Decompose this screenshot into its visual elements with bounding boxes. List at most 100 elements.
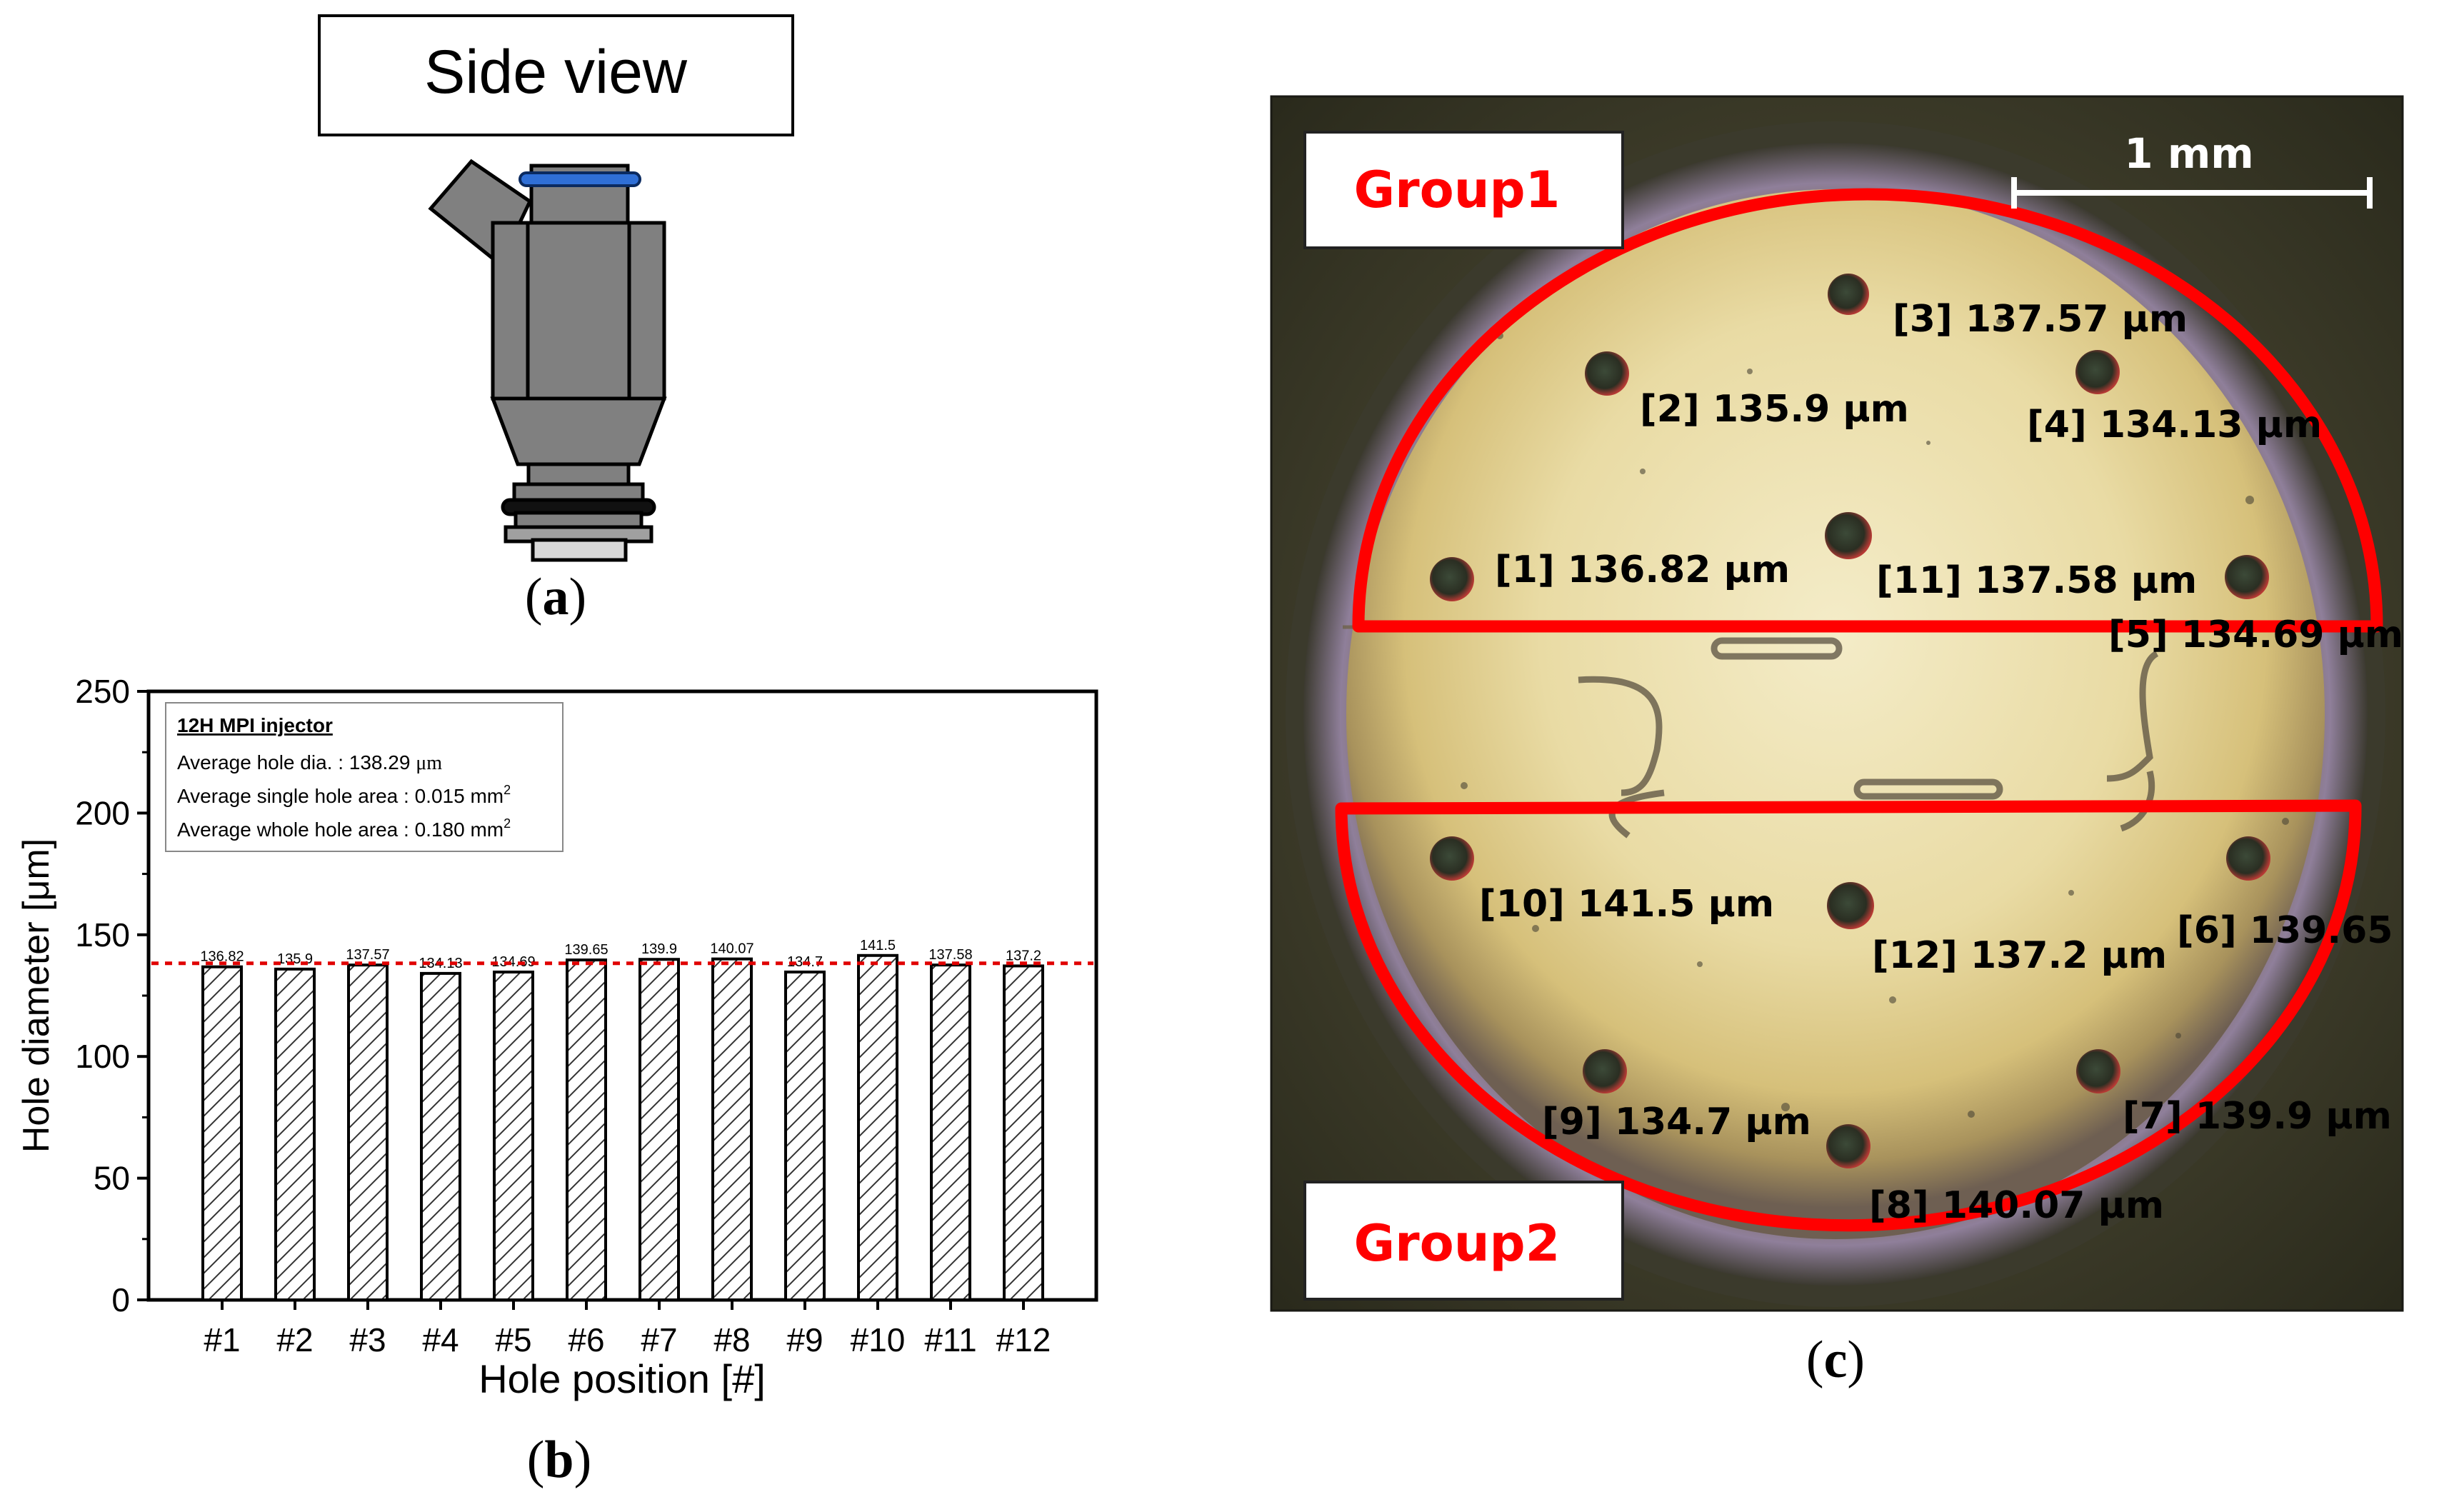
hole-9	[1583, 1049, 1627, 1093]
bar-series	[201, 953, 1044, 1302]
bar-h12	[1003, 964, 1044, 1301]
hole-label-12: [12] 137.2 μm	[1872, 934, 2167, 977]
injector-neck	[526, 462, 631, 486]
hole-label-1: [1] 136.82 μm	[1495, 549, 1790, 591]
panel-a-caption: (a)	[525, 568, 586, 626]
scale-bar-label: 1 mm	[2124, 129, 2253, 178]
bar-h4	[420, 971, 461, 1302]
hole-label-5: [5] 134.69 μm	[2108, 614, 2403, 656]
hole-label-4: [4] 134.13 μm	[2027, 404, 2322, 446]
bar-h6	[566, 958, 607, 1301]
injector-tip	[531, 538, 628, 562]
x-tick-label: #1	[204, 1321, 240, 1358]
y-tick-label: 250	[75, 673, 130, 710]
hole-5	[2225, 555, 2269, 599]
x-tick-label: #8	[713, 1321, 750, 1358]
hole-12	[1827, 882, 1874, 929]
x-tick-label: #3	[349, 1321, 386, 1358]
bar-value-label: 137.2	[1006, 948, 1041, 963]
hole-label-9: [9] 134.7 μm	[1542, 1101, 1811, 1143]
scale-bar: 1 mm	[2011, 129, 2373, 209]
nozzle-disc	[1346, 189, 2325, 1239]
hole-label-8: [8] 140.07 μm	[1869, 1184, 2164, 1227]
panel-c-caption: (c)	[1806, 1331, 1865, 1389]
bar-h3	[347, 963, 389, 1302]
bar-h9	[784, 970, 826, 1301]
y-tick-label: 150	[75, 916, 130, 953]
hole-label-2: [2] 135.9 μm	[1640, 388, 1909, 431]
group2-outline	[1335, 799, 2362, 1232]
bar-value-label: 137.58	[928, 947, 972, 963]
info-avg-diameter: Average hole dia. : 138.29 μm	[177, 751, 442, 774]
x-tick-label: #2	[276, 1321, 313, 1358]
x-axis-ticks: #1 #2 #3 #4 #5 #6 #7 #8 #9 #10 #11 #12	[204, 1300, 1051, 1358]
x-tick-label: #6	[568, 1321, 604, 1358]
x-tick-label: #11	[924, 1321, 976, 1358]
bar-h10	[857, 953, 898, 1301]
bar-h8	[711, 957, 753, 1302]
hole-10	[1430, 836, 1474, 881]
micrograph: [1] 136.82 μm [2] 135.9 μm [3] 137.57 μm…	[1271, 96, 2464, 1311]
hole-1	[1430, 557, 1474, 601]
bar-h2	[274, 967, 316, 1301]
injector-taper	[490, 396, 667, 466]
bar-value-label: 134.69	[491, 954, 535, 970]
hole-7	[2076, 1049, 2120, 1093]
bar-value-label: 139.65	[564, 942, 608, 958]
nozzle-holes	[1430, 274, 2270, 1168]
x-tick-label: #12	[996, 1321, 1051, 1358]
panel-a: Side view (a)	[318, 14, 794, 626]
y-tick-label: 50	[94, 1160, 130, 1197]
hole-2	[1585, 351, 1629, 396]
info-title: 12H MPI injector	[177, 714, 333, 736]
x-tick-label: #5	[495, 1321, 531, 1358]
hole-measurement-labels: [1] 136.82 μm [2] 135.9 μm [3] 137.57 μm…	[1479, 298, 2464, 1227]
side-view-title: Side view	[424, 38, 688, 106]
bar-value-label: 139.9	[641, 941, 677, 957]
bar-h1	[201, 965, 243, 1301]
bar-value-label: 137.57	[346, 947, 389, 963]
hole-8	[1826, 1124, 1870, 1168]
injector-blue-oring	[519, 171, 641, 187]
group1-label: Group1	[1354, 161, 1561, 219]
y-axis-ticks: 0 50 100 150 200 250	[75, 673, 149, 1318]
hole-label-7: [7] 139.9 μm	[2123, 1095, 2392, 1138]
hole-label-3: [3] 137.57 μm	[1893, 298, 2188, 341]
group2-label: Group2	[1354, 1214, 1561, 1273]
group1-label-box: Group1	[1303, 131, 1624, 249]
chart-info-box: 12H MPI injector Average hole dia. : 138…	[165, 702, 564, 852]
bar-h5	[493, 970, 534, 1301]
y-tick-label: 100	[75, 1038, 130, 1075]
info-avg-whole-area: Average whole hole area : 0.180 mm2	[177, 816, 511, 841]
hole-3	[1828, 274, 1869, 315]
hole-11	[1825, 512, 1872, 559]
bar-value-label: 141.5	[860, 938, 896, 953]
bar-h11	[930, 963, 971, 1301]
y-tick-label: 200	[75, 794, 130, 831]
hole-6	[2226, 836, 2270, 881]
injector-body	[491, 221, 666, 401]
y-tick-label: 0	[111, 1281, 130, 1318]
hole-label-11: [11] 137.58 μm	[1876, 559, 2197, 602]
y-axis-label: Hole diameter [μm]	[16, 838, 57, 1153]
debris-specks	[1461, 318, 2289, 1118]
group2-label-box: Group2	[1303, 1181, 1624, 1301]
panel-b-caption: (b)	[527, 1431, 591, 1489]
hole-label-6: [6] 139.65 μm	[2177, 909, 2464, 952]
x-axis-label: Hole position [#]	[479, 1356, 766, 1401]
bar-h7	[638, 958, 680, 1302]
hole-4	[2075, 350, 2120, 394]
x-tick-label: #10	[851, 1321, 906, 1358]
info-avg-single-area: Average single hole area : 0.015 mm2	[177, 783, 511, 807]
group1-outline	[1352, 188, 2383, 633]
x-tick-label: #4	[422, 1321, 459, 1358]
x-tick-label: #9	[786, 1321, 823, 1358]
bar-value-label: 140.07	[710, 941, 753, 957]
panel-c: [1] 136.82 μm [2] 135.9 μm [3] 137.57 μm…	[1270, 95, 2464, 1389]
x-tick-label: #7	[641, 1321, 677, 1358]
injector-drawing	[428, 159, 667, 562]
hole-label-10: [10] 141.5 μm	[1479, 883, 1774, 926]
